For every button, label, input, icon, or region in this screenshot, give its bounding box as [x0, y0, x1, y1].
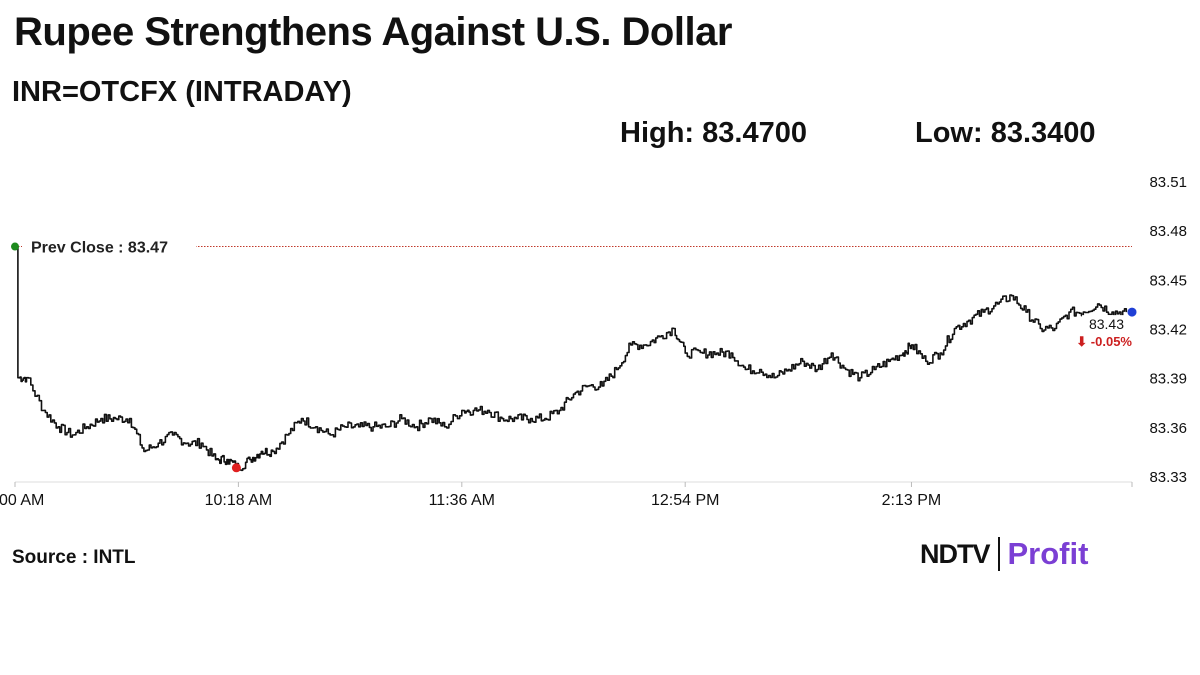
- price-series-line: [15, 245, 1128, 472]
- x-tick-label: 10:18 AM: [205, 492, 273, 509]
- open-point-marker: [11, 242, 19, 251]
- line-chart: 9:00 AM 10:18 AM 11:36 AM 12:54 PM 2:13 PM 83…: [0, 174, 1187, 509]
- source-note: Source : INTL: [12, 547, 136, 568]
- chart-subtitle: INR=OTCFX (INTRADAY): [12, 76, 352, 108]
- brand-ndtv: NDTV: [920, 538, 990, 569]
- last-value-label: 83.43: [1089, 316, 1124, 332]
- y-tick-label: 83.33: [1149, 469, 1187, 486]
- prev-close-label-bg: [22, 235, 196, 258]
- y-tick-label: 83.45: [1149, 272, 1187, 289]
- y-tick-label: 83.48: [1149, 223, 1187, 240]
- y-tick-label: 83.39: [1149, 371, 1187, 388]
- low-point-marker: [231, 463, 241, 473]
- chart-title: Rupee Strengthens Against U.S. Dollar: [14, 10, 732, 54]
- x-tick-label: 11:36 AM: [429, 492, 495, 509]
- y-tick-label: 83.42: [1149, 322, 1187, 339]
- brand-divider: [997, 537, 1000, 571]
- low-stat: Low: 83.3400: [915, 117, 1096, 149]
- brand-profit: Profit: [1007, 536, 1089, 571]
- last-value-bg: [1082, 315, 1128, 334]
- y-tick-label: 83.36: [1149, 420, 1187, 437]
- last-point-marker: [1127, 307, 1137, 317]
- high-stat: High: 83.4700: [620, 117, 807, 149]
- x-tick-label: 2:13 PM: [882, 492, 942, 509]
- change-label: ⬇ -0.05%: [1076, 334, 1132, 349]
- brand-logo: NDTV Profit: [920, 536, 1088, 572]
- y-tick-label: 83.51: [1149, 174, 1187, 191]
- x-tick-label: 12:54 PM: [651, 492, 719, 509]
- prev-close-label: Prev Close : 83.47: [31, 240, 168, 257]
- x-tick-label: 9:00 AM: [0, 492, 44, 509]
